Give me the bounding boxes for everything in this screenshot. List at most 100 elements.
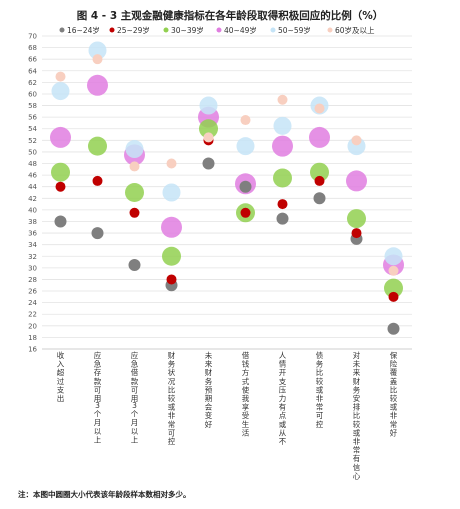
footnote: 注：本图中圆圈大小代表该年龄段样本数相对多少。 [18,490,191,499]
data-point [272,135,293,157]
data-point [240,207,251,218]
y-tick-label: 54 [28,125,37,133]
data-point [202,157,215,170]
x-tick-label: 对未来财务安排比较或非常有信心 [353,350,361,480]
x-tick-label: 保险覆盖比较或非常好 [390,351,398,437]
legend-marker [327,27,333,33]
legend-label: 25~29岁 [117,25,150,35]
data-point [92,54,103,65]
data-point [314,175,325,186]
y-tick-label: 46 [28,172,37,180]
y-tick-label: 34 [28,241,37,249]
y-tick-label: 58 [28,102,37,110]
y-tick-label: 60 [28,90,37,98]
data-point [125,140,144,159]
chart-title: 图 4 - 3 主观金融健康指标在各年龄段取得积极回应的比例（%） [76,10,384,22]
legend: 16~24岁 25~29岁 30~39岁 40~49岁 50~59岁 60岁及以上 [59,25,375,35]
y-tick-label: 48 [28,160,37,168]
data-point [88,136,107,156]
y-tick-label: 68 [28,44,37,52]
legend-marker [270,27,276,33]
data-point [384,278,403,298]
data-point [166,274,177,285]
y-tick-label: 20 [28,322,37,330]
x-tick-label: 应急存款可用 3 个月以上 [94,350,102,444]
data-point [87,74,108,96]
data-point [384,247,403,266]
y-tick-label: 70 [28,33,37,41]
y-tick-label: 36 [28,230,37,238]
data-point [387,322,400,335]
y-tick-label: 30 [28,264,37,272]
y-tick-label: 16 [28,346,37,354]
legend-label: 30~39岁 [171,25,204,35]
data-point [199,96,218,115]
data-point [276,212,289,225]
y-tick-label: 32 [28,253,37,261]
y-tick-label: 24 [28,299,37,307]
data-point [166,158,177,169]
data-point [203,132,214,143]
data-point [310,162,329,182]
y-tick-label: 56 [28,114,37,122]
legend-marker [109,27,115,33]
data-point [236,137,255,156]
y-tick-label: 38 [28,218,37,226]
x-tick-label: 借钱方式使我享受生活 [242,350,250,437]
y-tick-label: 64 [28,67,37,75]
legend-marker [59,27,65,33]
data-point [55,71,66,82]
x-axis-labels: 收入超过支出 应急存款可用 3 个月以上 应急借款可用 3 个月以上 财务状况比较或非常可控 未… [57,350,398,480]
y-tick-label: 22 [28,311,37,319]
data-point [277,94,288,105]
legend-label: 16~24岁 [67,25,100,35]
y-tick-label: 52 [28,137,37,145]
data-point [88,41,107,60]
legend-label: 50~59岁 [278,25,311,35]
data-point [240,115,251,126]
y-tick-label: 28 [28,276,37,284]
data-points [50,41,404,335]
data-point [55,181,66,192]
data-point [199,119,218,139]
legend-label: 40~49岁 [224,25,257,35]
legend-marker [163,27,169,33]
data-point [125,183,144,202]
y-tick-label: 26 [28,288,37,296]
data-point [51,162,70,182]
data-point [388,265,399,276]
y-tick-label: 18 [28,334,37,342]
x-tick-label: 收入超过支出 [57,350,65,403]
y-axis-ticks: 16 18 20 22 24 26 28 30 32 34 36 38 40 42 44 46 48 50 52 54… [28,33,37,354]
data-point [162,183,181,202]
data-point [129,207,140,218]
data-point [388,291,399,302]
data-point [277,199,288,210]
data-point [351,228,362,239]
x-tick-label: 未来财务预期会变好 [205,350,213,429]
y-tick-label: 50 [28,148,37,156]
legend-marker [216,27,222,33]
data-point [346,170,367,192]
data-point [351,135,362,146]
data-point [91,227,104,240]
y-tick-label: 62 [28,79,37,87]
data-point [162,246,181,266]
data-point [50,126,71,148]
data-point [239,180,252,193]
data-point [51,82,70,101]
x-tick-label: 人情开支压力有点或从不 [279,351,287,446]
y-tick-label: 42 [28,195,37,203]
data-point [313,192,326,205]
data-point [54,215,67,228]
data-point [347,209,366,229]
x-tick-label: 财务状况比较或非常可控 [168,350,176,446]
data-point [314,103,325,114]
data-point [273,168,292,188]
x-tick-label: 债务比较或非常可控 [316,350,324,429]
y-tick-label: 66 [28,56,37,64]
data-point [128,258,141,271]
data-point [309,126,330,148]
y-tick-label: 44 [28,183,37,191]
